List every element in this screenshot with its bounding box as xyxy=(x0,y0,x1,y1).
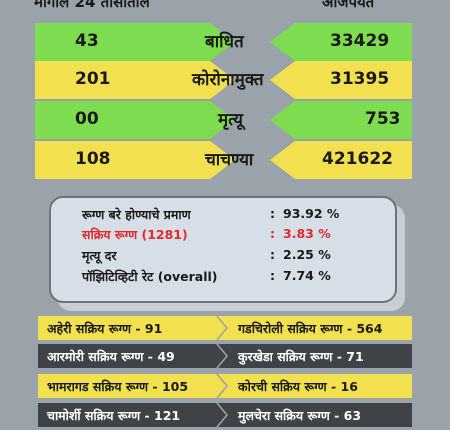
active-cases-value: 3.83 % xyxy=(283,226,331,241)
district-label: कोरची सक्रिय रूग्ण - 16 xyxy=(238,378,358,395)
death-rate-value: 2.25 % xyxy=(283,247,331,262)
district-label: भामरागड सक्रिय रूग्ण - 105 xyxy=(47,378,188,395)
district-gadchiroli: गडचिरोली सक्रिय रूग्ण - 564 xyxy=(218,316,412,340)
header-till-date: आजपर्यंत xyxy=(322,0,374,12)
district-armori: आरमोरी सक्रिय रूग्ण - 49 xyxy=(38,344,226,368)
recovered-label: कोरोनामुक्त xyxy=(192,67,264,90)
recovered-last-24h: 201 xyxy=(75,69,111,89)
district-label: कुरखेडा सक्रिय रूग्ण - 71 xyxy=(238,348,364,365)
district-label: चामोर्शी सक्रिय रूग्ण - 121 xyxy=(47,407,180,424)
tests-total: 421622 xyxy=(322,149,393,169)
district-label: अहेरी सक्रिय रूग्ण - 91 xyxy=(47,320,162,337)
stat-row-infected: 43 बाधित 33429 xyxy=(0,23,450,61)
district-label: मुलचेरा सक्रिय रूग्ण - 63 xyxy=(238,407,361,424)
stat-separator: : xyxy=(270,226,275,241)
recovered-total: 31395 xyxy=(330,69,389,89)
infected-total: 33429 xyxy=(330,31,389,51)
district-aheri: अहेरी सक्रिय रूग्ण - 91 xyxy=(38,316,226,340)
stat-row-tests: 108 चाचण्या 421622 xyxy=(0,141,450,179)
recovery-rate-value: 93.92 % xyxy=(283,206,339,221)
left-arrow-bar xyxy=(35,101,235,139)
tests-last-24h: 108 xyxy=(75,149,111,169)
rates-panel: रूग्ण बरे होण्याचे प्रमाण : 93.92 % सक्र… xyxy=(49,196,397,303)
tests-label: चाचण्या xyxy=(205,147,253,170)
district-korchi: कोरची सक्रिय रूग्ण - 16 xyxy=(218,374,412,398)
district-bhamragad: भामरागड सक्रिय रूग्ण - 105 xyxy=(38,374,226,398)
district-label: आरमोरी सक्रिय रूग्ण - 49 xyxy=(47,348,175,365)
district-kurkheda: कुरखेडा सक्रिय रूग्ण - 71 xyxy=(218,344,412,368)
active-cases-label: सक्रिय रूग्ण (1281) xyxy=(82,226,188,243)
stat-separator: : xyxy=(270,247,275,262)
district-chamorshi: चामोर्शी सक्रिय रूग्ण - 121 xyxy=(38,403,226,427)
infected-label: बाधित xyxy=(205,29,244,52)
deaths-last-24h: 00 xyxy=(75,109,99,129)
stat-row-deaths: 00 मृत्यू 753 xyxy=(0,101,450,139)
deaths-label: मृत्यू xyxy=(218,107,243,130)
positivity-rate-value: 7.74 % xyxy=(283,268,331,283)
stat-separator: : xyxy=(270,268,275,283)
death-rate-label: मृत्यू दर xyxy=(82,247,116,264)
district-mulchera: मुलचेरा सक्रिय रूग्ण - 63 xyxy=(218,403,412,427)
recovery-rate-label: रूग्ण बरे होण्याचे प्रमाण xyxy=(82,206,191,223)
infected-last-24h: 43 xyxy=(75,31,99,51)
stat-row-recovered: 201 कोरोनामुक्त 31395 xyxy=(0,61,450,99)
deaths-total: 753 xyxy=(365,109,401,129)
stat-separator: : xyxy=(270,206,275,221)
district-label: गडचिरोली सक्रिय रूग्ण - 564 xyxy=(238,320,382,337)
positivity-rate-label: पॉझिटिव्हिटी रेट (overall) xyxy=(82,268,218,285)
header-last-24h: मागील 24 तासांतील xyxy=(34,0,150,12)
